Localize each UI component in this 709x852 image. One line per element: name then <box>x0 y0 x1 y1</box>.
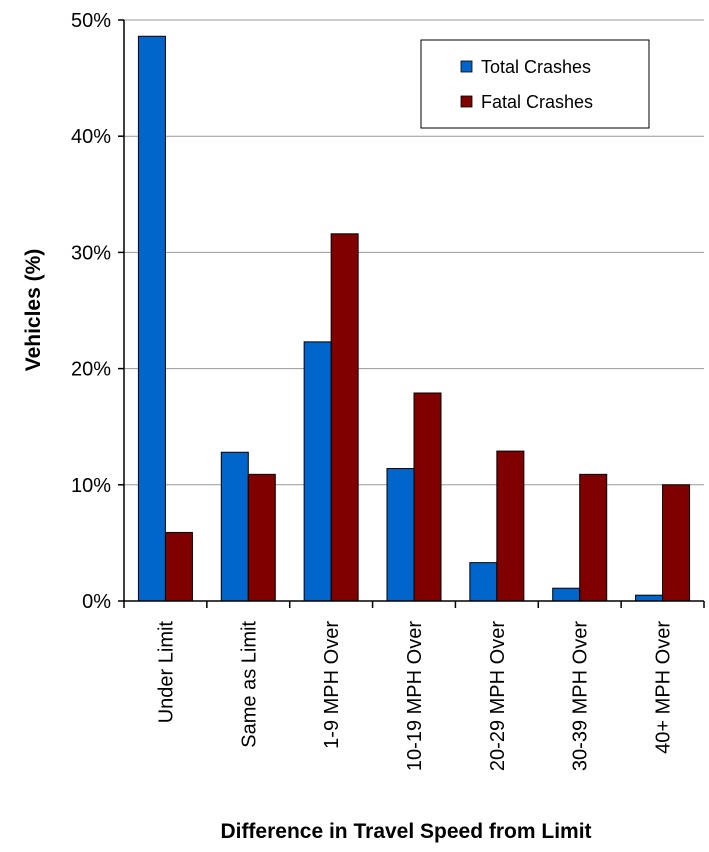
x-category-label: 20-29 MPH Over <box>487 621 509 771</box>
bar-total <box>635 594 664 602</box>
y-axis-title: Vehicles (%) <box>22 249 45 372</box>
legend-swatch-total <box>460 60 473 73</box>
x-category-label: 10-19 MPH Over <box>404 621 426 771</box>
x-category-label: Same as Limit <box>238 621 260 748</box>
bar-total <box>303 341 332 602</box>
bar-fatal <box>496 450 525 602</box>
x-category-label: 40+ MPH Over <box>653 621 675 754</box>
bar-total <box>386 468 415 602</box>
y-tick-label: 10% <box>71 475 111 497</box>
x-tick-labels: Under Limit Same as Limit 1-9 MPH Over 10-1… <box>155 621 674 771</box>
bar-total <box>137 35 166 602</box>
bar-fatal <box>330 233 359 602</box>
x-category-label: 1-9 MPH Over <box>321 621 343 749</box>
y-tick-label: 50% <box>71 10 111 32</box>
bar-fatal <box>662 484 691 602</box>
legend: Total Crashes Fatal Crashes <box>420 39 650 129</box>
axes <box>118 19 705 608</box>
legend-label-fatal: Fatal Crashes <box>481 92 593 112</box>
bar-total <box>469 562 498 602</box>
legend-label-total: Total Crashes <box>481 57 591 77</box>
y-tick-label: 40% <box>71 126 111 148</box>
gridlines <box>124 19 704 486</box>
y-tick-labels: 0% 10% 20% 30% 40% 50% <box>71 10 111 613</box>
y-tick-label: 0% <box>82 591 111 613</box>
bar-fatal <box>164 531 193 602</box>
bar-fatal <box>247 473 276 602</box>
legend-swatch-fatal <box>460 95 473 108</box>
bars-group <box>137 35 691 602</box>
bar-total <box>220 451 249 602</box>
bar-fatal <box>413 392 442 602</box>
x-axis-title: Difference in Travel Speed from Limit <box>220 820 591 843</box>
bar-total <box>552 587 581 602</box>
bar-fatal <box>579 473 608 602</box>
legend-box <box>420 39 650 129</box>
y-tick-label: 20% <box>71 359 111 381</box>
y-tick-label: 30% <box>71 242 111 264</box>
x-category-label: Under Limit <box>155 621 177 724</box>
x-category-label: 30-39 MPH Over <box>570 621 592 771</box>
